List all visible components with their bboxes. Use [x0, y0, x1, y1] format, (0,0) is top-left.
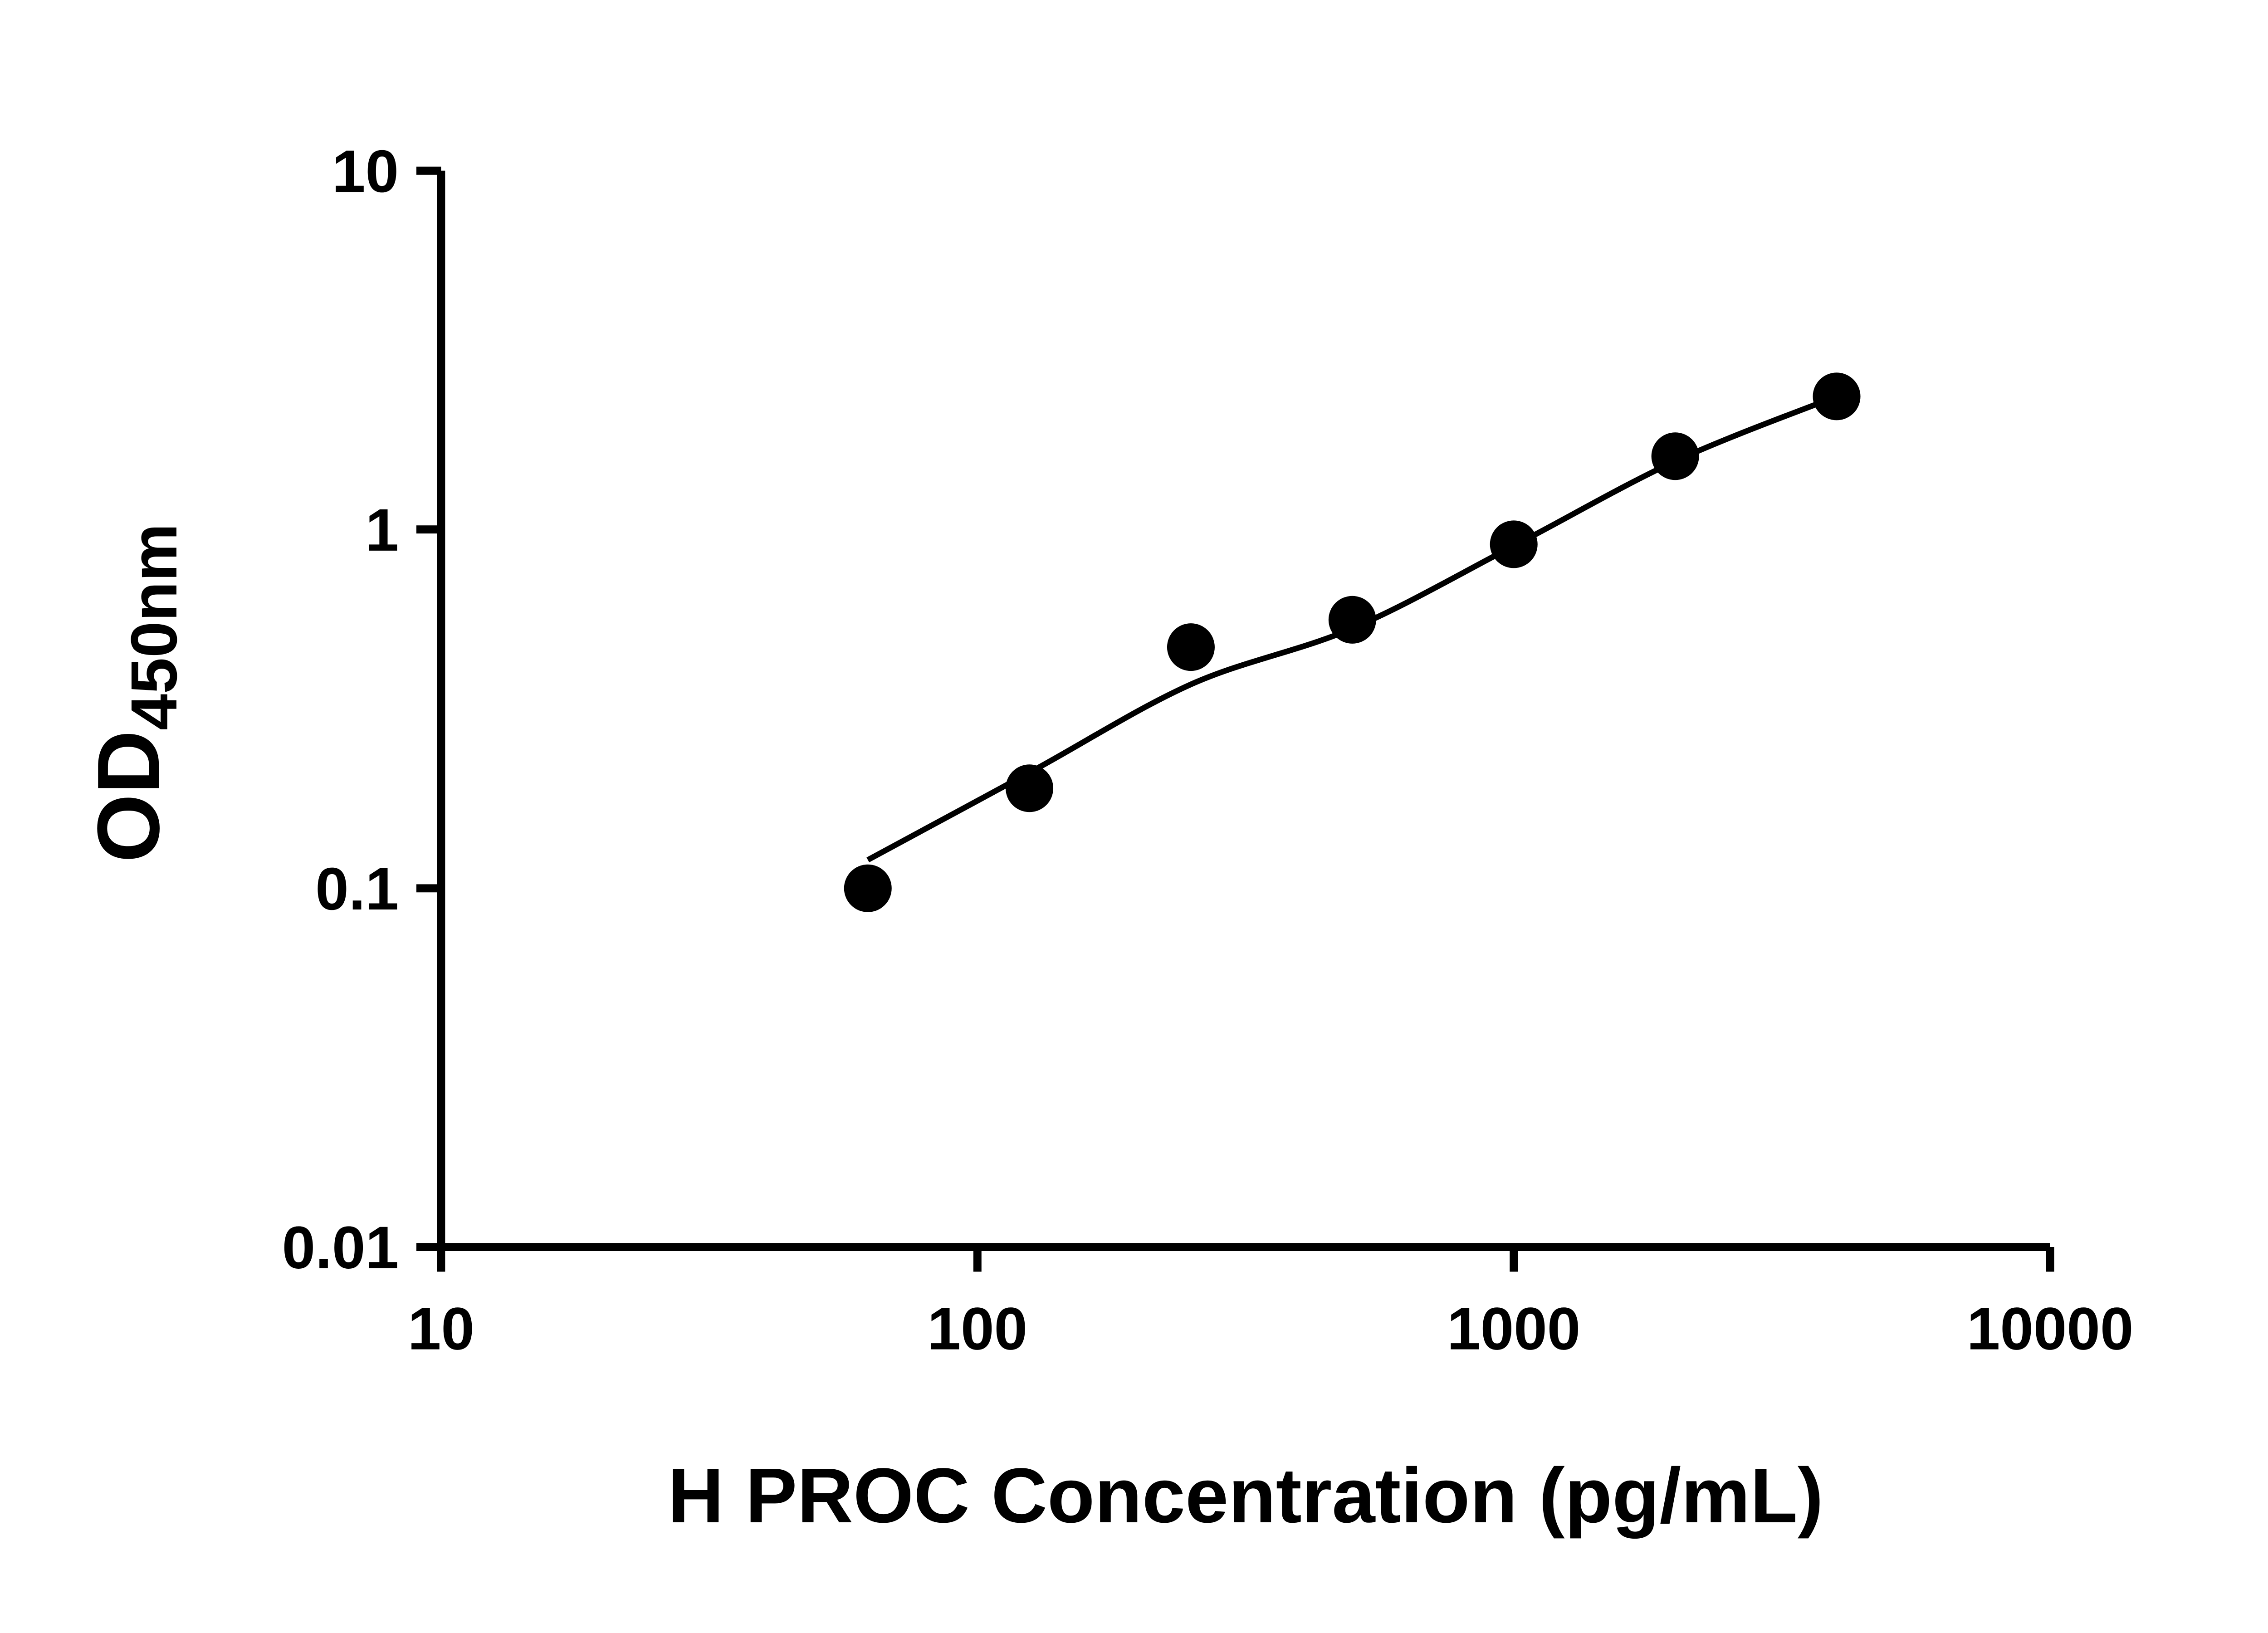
plot-area: 10 100 1000 10000 0.01 0.1 1 10	[282, 138, 2134, 1363]
x-axis-title: H PROC Concentration (pg/mL)	[668, 1452, 1823, 1539]
x-tick-label: 100	[927, 1296, 1027, 1363]
data-point	[844, 864, 892, 912]
y-axis-title-subscript: 450nm	[118, 523, 191, 730]
x-tick-label: 10	[408, 1296, 474, 1363]
y-tick-label: 0.01	[282, 1214, 399, 1281]
x-tick-label: 10000	[1967, 1296, 2134, 1363]
data-point	[1651, 432, 1699, 480]
x-tick-label: 1000	[1447, 1296, 1580, 1363]
y-axis-title: OD450nm	[79, 523, 191, 863]
data-point	[1006, 764, 1054, 812]
axis-frame	[437, 171, 2050, 1251]
data-point	[1813, 372, 1861, 420]
data-point	[1490, 520, 1538, 568]
data-point	[1167, 623, 1215, 671]
y-axis-title-main: OD	[79, 730, 178, 863]
data-point	[1328, 596, 1376, 644]
y-tick-label: 10	[332, 138, 399, 205]
y-tick-label: 0.1	[315, 856, 399, 923]
y-tick-label: 1	[365, 497, 399, 564]
